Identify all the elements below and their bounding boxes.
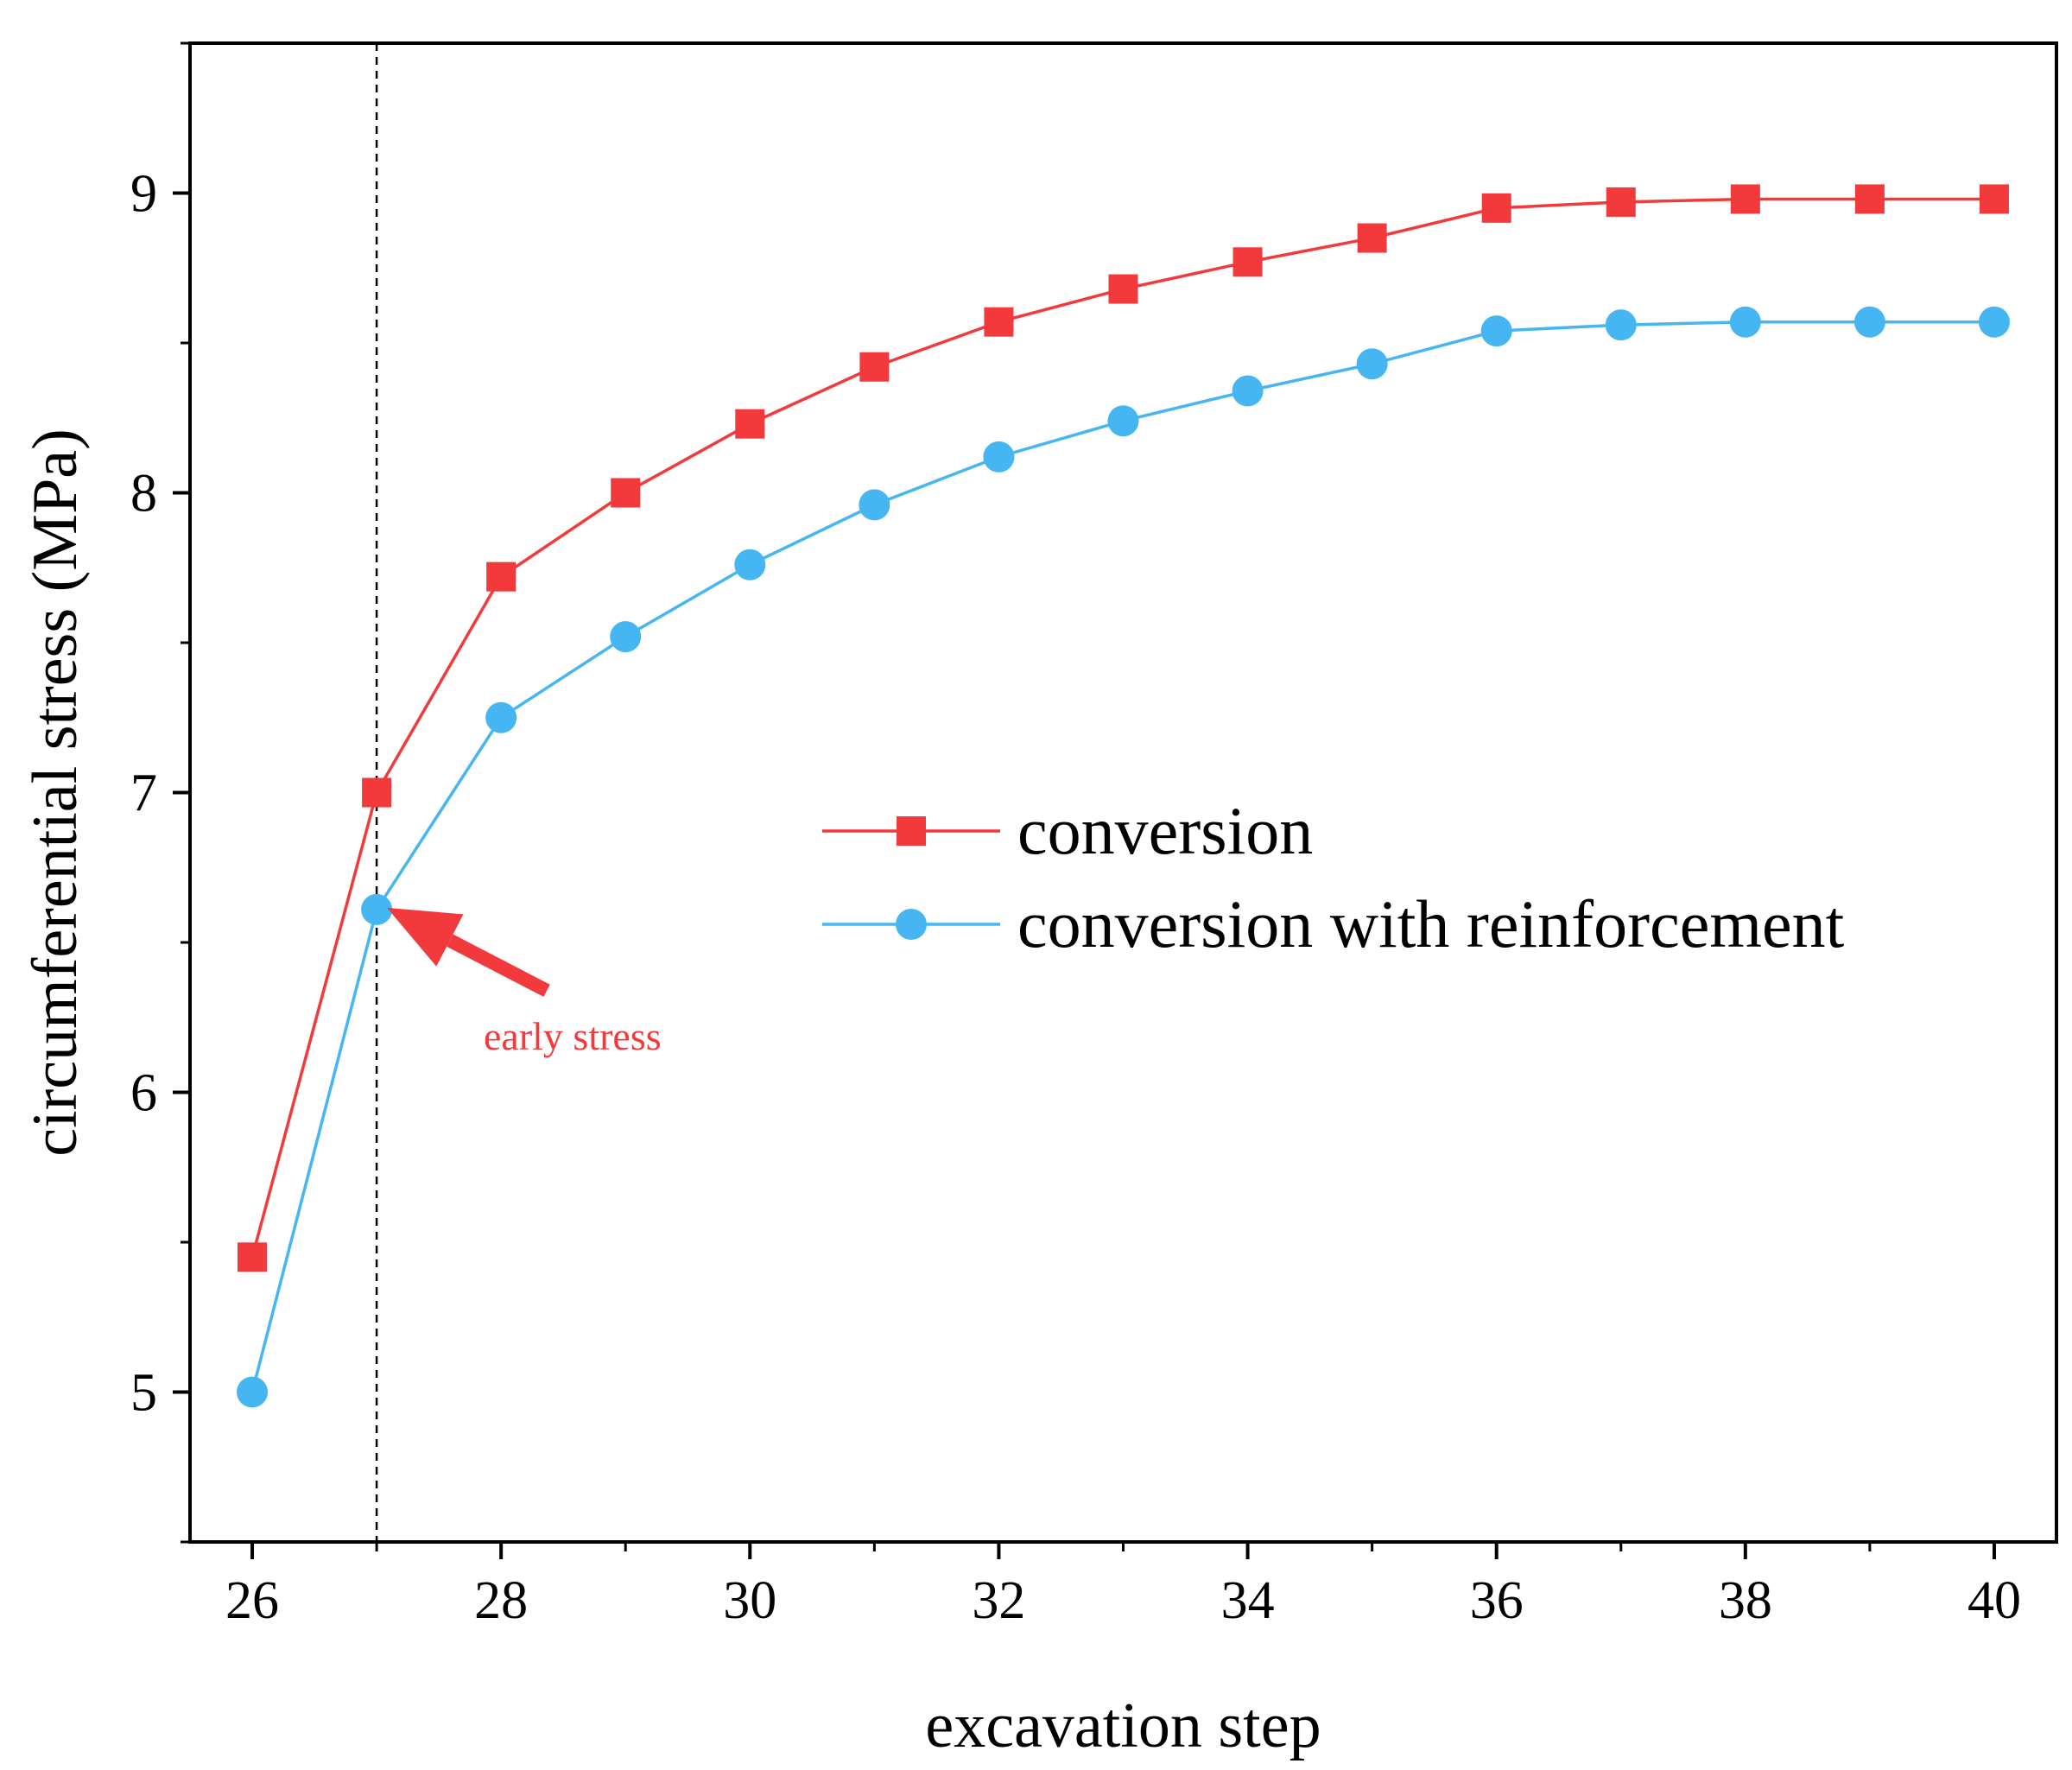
data-point-circle — [1853, 306, 1885, 338]
data-point-square — [859, 352, 890, 382]
data-point-square — [1108, 274, 1138, 304]
data-point-circle — [1480, 315, 1512, 347]
data-point-circle — [610, 621, 642, 653]
data-point-circle — [1729, 306, 1761, 338]
x-tick-label: 36 — [1470, 1571, 1524, 1630]
data-point-circle — [1978, 306, 2010, 338]
y-tick-label: 6 — [130, 1064, 157, 1123]
legend-item-1: conversion — [822, 793, 1313, 868]
x-tick-label: 30 — [723, 1571, 776, 1630]
series-line — [250, 197, 1994, 1258]
x-tick-label: 28 — [474, 1571, 528, 1630]
data-point-circle — [237, 1376, 269, 1408]
data-point-circle — [1605, 309, 1637, 341]
data-point-square — [1357, 223, 1387, 253]
x-axis-title: excavation step — [925, 1691, 1321, 1761]
data-point-square — [1730, 184, 1760, 214]
y-tick-label: 7 — [130, 764, 157, 823]
y-tick-label: 8 — [130, 465, 157, 523]
data-point-circle — [1356, 348, 1388, 380]
legend-label: conversion with reinforcement — [1017, 886, 1845, 961]
legend-layer: conversion conversion with reinforcement — [822, 793, 1845, 961]
data-point-circle — [485, 701, 517, 733]
data-point-circle — [1232, 375, 1264, 407]
x-tick-label: 26 — [225, 1571, 279, 1630]
annotation-layer: early stress — [387, 907, 662, 1058]
data-point-circle — [734, 549, 766, 580]
y-tick-label: 9 — [130, 165, 157, 224]
legend-marker-square — [897, 816, 926, 846]
legend-label: conversion — [1017, 793, 1313, 868]
data-point-square — [1979, 184, 2009, 214]
data-point-square — [1854, 184, 1885, 214]
data-point-square — [362, 777, 392, 808]
annotation-label: early stress — [484, 1014, 662, 1058]
x-tick-label: 38 — [1719, 1571, 1772, 1630]
axes-layer: 26 28 30 32 34 36 38 40 5 6 7 8 9 excavation step circ… — [20, 41, 2058, 1761]
data-point-square — [1606, 187, 1636, 217]
y-axis-title: circumferential stress (MPa) — [20, 428, 91, 1156]
data-point-square — [611, 478, 641, 508]
x-tick-label: 32 — [972, 1571, 1025, 1630]
series-2 — [237, 306, 2010, 1408]
y-tick-label: 5 — [130, 1364, 157, 1423]
data-point-square — [486, 561, 516, 592]
data-point-circle — [859, 489, 890, 521]
annotation-arrow-head — [387, 907, 464, 967]
annotation-arrow-shaft — [447, 934, 550, 997]
data-point-square — [238, 1242, 268, 1272]
series-layer — [237, 184, 2010, 1408]
legend-item-2: conversion with reinforcement — [822, 886, 1845, 961]
legend-marker-circle — [896, 909, 927, 940]
x-tick-label: 34 — [1221, 1571, 1275, 1630]
data-point-circle — [361, 893, 393, 925]
data-point-square — [735, 409, 765, 439]
data-point-square — [1481, 193, 1511, 223]
data-point-square — [1232, 247, 1263, 277]
series-1 — [238, 184, 2009, 1272]
data-point-square — [984, 307, 1014, 337]
data-point-circle — [983, 441, 1015, 473]
data-point-circle — [1107, 405, 1139, 437]
x-tick-label: 40 — [1967, 1571, 2021, 1630]
